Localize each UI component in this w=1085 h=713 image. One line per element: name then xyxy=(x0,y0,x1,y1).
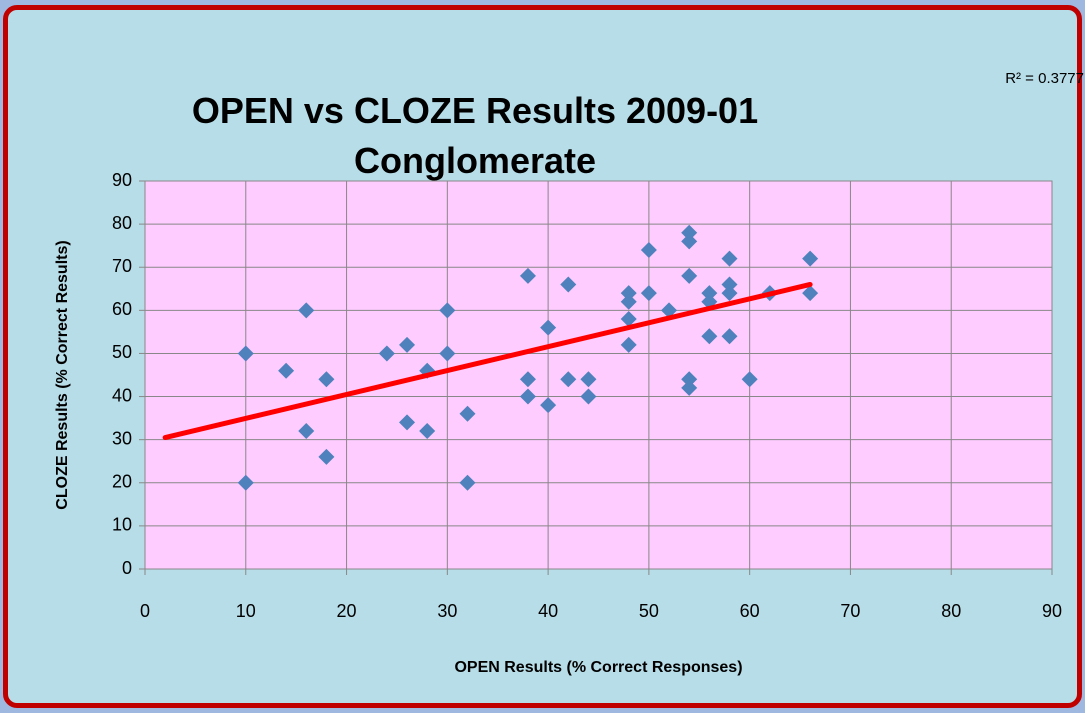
scatter-point xyxy=(519,267,536,284)
scatter-point xyxy=(640,285,657,302)
scatter-point xyxy=(701,285,718,302)
scatter-point xyxy=(318,371,335,388)
scatter-point xyxy=(237,345,254,362)
y-tick-label: 80 xyxy=(112,213,132,233)
scatter-point xyxy=(701,328,718,345)
scatter-point xyxy=(640,241,657,258)
scatter-point xyxy=(681,233,698,250)
x-tick-label: 50 xyxy=(639,601,659,621)
scatter-point xyxy=(540,397,557,414)
scatter-point xyxy=(620,293,637,310)
scatter-point xyxy=(459,474,476,491)
scatter-point xyxy=(540,319,557,336)
scatter-point xyxy=(681,224,698,241)
scatter-point xyxy=(298,302,315,319)
y-tick-label: 0 xyxy=(122,558,132,578)
scatter-point xyxy=(721,285,738,302)
y-tick-label: 30 xyxy=(112,428,132,448)
scatter-point xyxy=(741,371,758,388)
scatter-point xyxy=(620,285,637,302)
x-tick-label: 30 xyxy=(437,601,457,621)
x-tick-label: 40 xyxy=(538,601,558,621)
y-tick-label: 50 xyxy=(112,342,132,362)
scatter-point xyxy=(278,362,295,379)
scatter-point xyxy=(399,336,416,353)
y-tick-label: 20 xyxy=(112,472,132,492)
scatter-point xyxy=(620,310,637,327)
scatter-point xyxy=(620,336,637,353)
trendline xyxy=(162,281,813,441)
y-axis-label: CLOZE Results (% Correct Results) xyxy=(54,240,71,509)
scatter-point xyxy=(318,448,335,465)
y-tick-label: 40 xyxy=(112,385,132,405)
scatter-point xyxy=(802,285,819,302)
annotation: R² = 0.3777 xyxy=(1005,70,1084,87)
scatter-point xyxy=(237,474,254,491)
x-tick-label: 0 xyxy=(140,601,150,621)
scatter-point xyxy=(681,379,698,396)
scatter-point xyxy=(721,250,738,267)
scatter-point xyxy=(459,405,476,422)
x-tick-label: 10 xyxy=(236,601,256,621)
x-tick-label: 90 xyxy=(1042,601,1062,621)
scatter-point xyxy=(580,388,597,405)
scatter-point xyxy=(399,414,416,431)
scatter-point xyxy=(439,345,456,362)
scatter-point xyxy=(580,371,597,388)
scatter-point xyxy=(802,250,819,267)
y-tick-label: 60 xyxy=(112,299,132,319)
scatter-point xyxy=(560,276,577,293)
scatter-point xyxy=(378,345,395,362)
scatter-point xyxy=(661,302,678,319)
x-tick-label: 60 xyxy=(740,601,760,621)
scatter-point xyxy=(519,371,536,388)
y-tick-label: 10 xyxy=(112,515,132,535)
chart-title: OPEN vs CLOZE Results 2009-01 Conglomera… xyxy=(191,90,759,181)
scatter-point xyxy=(298,423,315,440)
scatter-point xyxy=(681,371,698,388)
x-tick-label: 80 xyxy=(941,601,961,621)
plot-area xyxy=(144,180,1053,570)
y-tick-label: 70 xyxy=(112,256,132,276)
scatter-point xyxy=(681,267,698,284)
scatter-point xyxy=(721,276,738,293)
x-tick-label: 70 xyxy=(840,601,860,621)
scatter-point xyxy=(419,423,436,440)
y-tick-label: 90 xyxy=(112,170,132,190)
x-tick-label: 20 xyxy=(337,601,357,621)
scatter-point xyxy=(721,328,738,345)
scatter-point xyxy=(439,302,456,319)
x-axis-label: OPEN Results (% Correct Responses) xyxy=(454,659,742,676)
scatter-point xyxy=(560,371,577,388)
scatter-point xyxy=(519,388,536,405)
